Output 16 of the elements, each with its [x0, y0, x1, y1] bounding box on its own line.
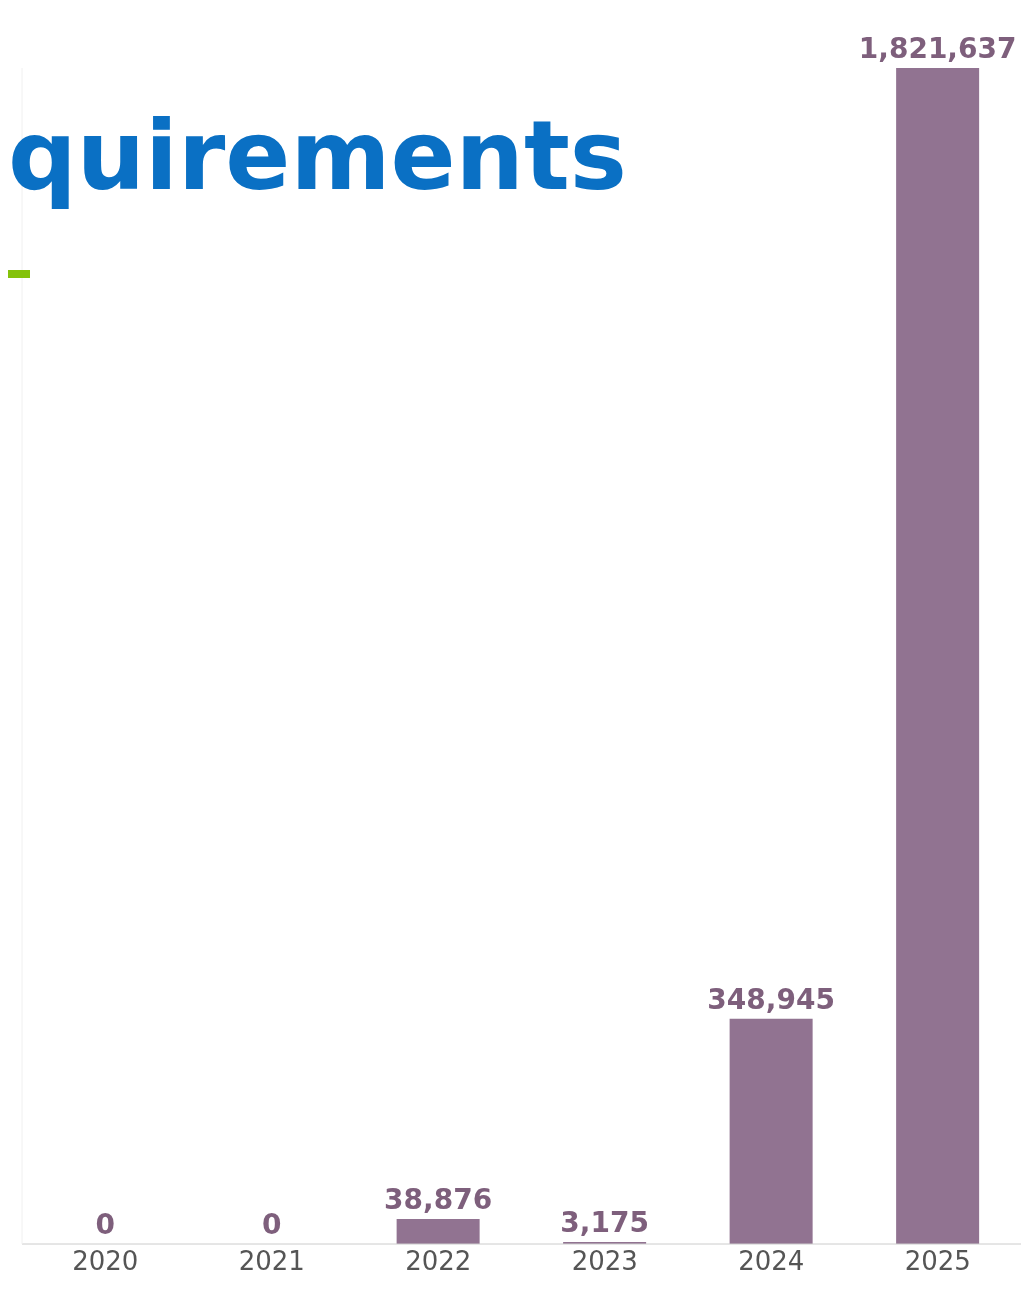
data-label: 0	[261, 1207, 282, 1241]
data-label: 348,945	[707, 982, 835, 1016]
x-tick-label: 2022	[405, 1246, 472, 1277]
x-tick-label: 2024	[738, 1246, 805, 1277]
data-label: 1,821,637	[858, 32, 1017, 65]
data-label: 38,876	[384, 1182, 493, 1216]
bar	[896, 68, 980, 1244]
x-tick-label: 2020	[72, 1246, 139, 1277]
x-tick-label: 2025	[904, 1246, 971, 1277]
bar	[729, 1018, 813, 1244]
x-tick-label: 2023	[571, 1246, 638, 1277]
chart-title: quirements	[8, 100, 627, 212]
data-label: 0	[95, 1207, 115, 1241]
x-tick-label: 2021	[238, 1246, 305, 1277]
bar	[396, 1218, 480, 1244]
data-label: 3,175	[560, 1205, 649, 1239]
